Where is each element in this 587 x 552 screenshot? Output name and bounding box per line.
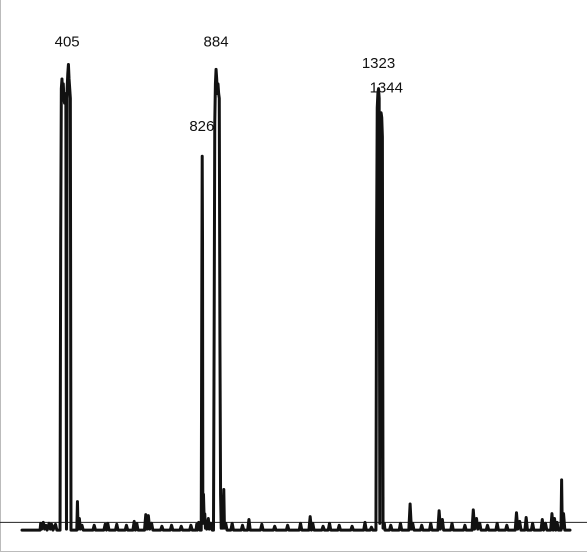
peak-label-826: 826: [189, 118, 214, 135]
peak-label-1344: 1344: [370, 79, 403, 96]
peak-label-884: 884: [204, 33, 229, 50]
series-line-1: [20, 62, 572, 532]
peak-label-405: 405: [55, 33, 80, 50]
peak-label-1323: 1323: [362, 55, 395, 72]
